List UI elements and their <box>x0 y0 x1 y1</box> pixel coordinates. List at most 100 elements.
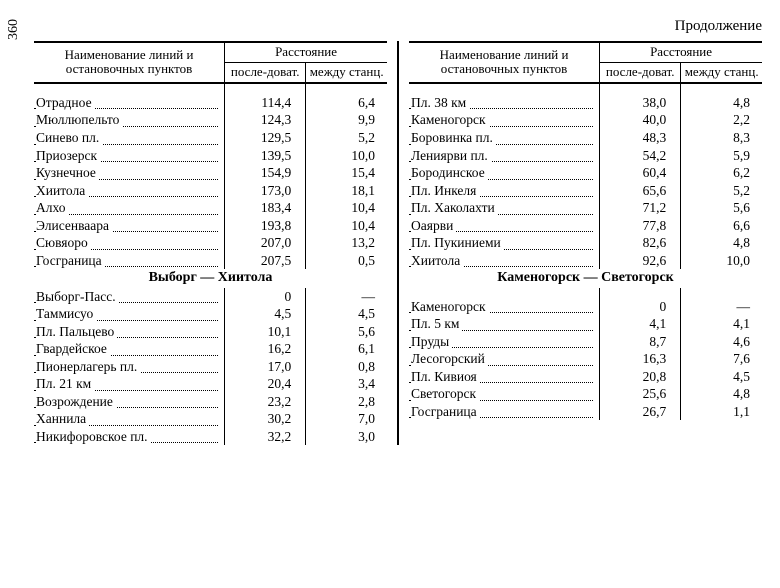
dist-cumulative: 40,0 <box>600 111 681 129</box>
table-right: Пл. 38 км38,04,8Каменогорск40,02,2Борови… <box>409 84 762 420</box>
table-row: Приозерск139,510,0 <box>34 147 387 165</box>
station-name: Каменогорск <box>409 298 600 316</box>
dist-cumulative: 139,5 <box>225 147 306 165</box>
table-row: Лениярви пл.54,25,9 <box>409 147 762 165</box>
dist-cumulative: 48,3 <box>600 129 681 147</box>
dist-cumulative: 30,2 <box>225 410 306 428</box>
station-name: Отрадное <box>34 94 225 112</box>
table-row: Никифоровское пл.32,23,0 <box>34 428 387 446</box>
dist-between: 0,5 <box>306 252 387 270</box>
dist-between: 10,4 <box>306 217 387 235</box>
dist-cumulative: 0 <box>600 298 681 316</box>
dist-cumulative: 60,4 <box>600 164 681 182</box>
table-row: Пл. Хаколахти71,25,6 <box>409 199 762 217</box>
table-row: Гвардейское16,26,1 <box>34 340 387 358</box>
continuation-label: Продолжение <box>34 18 762 35</box>
dist-between: 3,0 <box>306 428 387 446</box>
dist-cumulative: 0 <box>225 288 306 306</box>
table-row: Мюллюпельто124,39,9 <box>34 111 387 129</box>
station-name: Пл. 5 км <box>409 315 600 333</box>
table-row: Каменогорск0— <box>409 298 762 316</box>
station-name: Приозерск <box>34 147 225 165</box>
station-name: Лениярви пл. <box>409 147 600 165</box>
dist-cumulative: 207,0 <box>225 234 306 252</box>
station-name: Элисенваара <box>34 217 225 235</box>
dist-between: 2,2 <box>681 111 762 129</box>
dist-between: 4,1 <box>681 315 762 333</box>
table-row: Пл. Пальцево10,15,6 <box>34 323 387 341</box>
station-name: Светогорск <box>409 385 600 403</box>
hdr-btw: между станц. <box>681 62 762 82</box>
table-row: Сювяоро207,013,2 <box>34 234 387 252</box>
dist-cumulative: 4,5 <box>225 305 306 323</box>
dist-between: 5,2 <box>306 129 387 147</box>
hdr-cum: после-доват. <box>225 62 306 82</box>
dist-between: 7,6 <box>681 350 762 368</box>
hdr-cum: после-доват. <box>600 62 681 82</box>
station-name: Пл. Кивиоя <box>409 368 600 386</box>
dist-cumulative: 38,0 <box>600 94 681 112</box>
table-row: Пл. 38 км38,04,8 <box>409 94 762 112</box>
dist-between: 10,0 <box>681 252 762 270</box>
dist-between: 10,4 <box>306 199 387 217</box>
station-name: Хиитола <box>409 252 600 270</box>
dist-cumulative: 114,4 <box>225 94 306 112</box>
table-row: Пионерлагерь пл.17,00,8 <box>34 358 387 376</box>
table-row: Алхо183,410,4 <box>34 199 387 217</box>
table-left: Отрадное114,46,4Мюллюпельто124,39,9Синев… <box>34 84 387 446</box>
dist-between: 8,3 <box>681 129 762 147</box>
dist-cumulative: 20,8 <box>600 368 681 386</box>
table-row: Хиитола173,018,1 <box>34 182 387 200</box>
station-name: Ханнила <box>34 410 225 428</box>
dist-between: 4,5 <box>306 305 387 323</box>
dist-between: 4,8 <box>681 385 762 403</box>
station-name: Пл. 21 км <box>34 375 225 393</box>
section-heading: Выборг — Хиитола <box>34 269 387 287</box>
dist-cumulative: 16,3 <box>600 350 681 368</box>
dist-between: 1,1 <box>681 403 762 421</box>
dist-cumulative: 71,2 <box>600 199 681 217</box>
station-name: Оаярви <box>409 217 600 235</box>
dist-cumulative: 26,7 <box>600 403 681 421</box>
table-row: Пл. Инкеля65,65,2 <box>409 182 762 200</box>
dist-between: 6,6 <box>681 217 762 235</box>
station-name: Пл. Инкеля <box>409 182 600 200</box>
table-row: Пруды8,74,6 <box>409 333 762 351</box>
table-row: Возрождение23,22,8 <box>34 393 387 411</box>
hdr-name: Наименование линий и остановочных пункто… <box>34 42 225 83</box>
dist-between: 0,8 <box>306 358 387 376</box>
dist-between: 18,1 <box>306 182 387 200</box>
dist-cumulative: 10,1 <box>225 323 306 341</box>
station-name: Кузнечное <box>34 164 225 182</box>
hdr-btw: между станц. <box>306 62 387 82</box>
table-row: Пл. Пукиниеми82,64,8 <box>409 234 762 252</box>
dist-cumulative: 23,2 <box>225 393 306 411</box>
station-name: Таммисуо <box>34 305 225 323</box>
station-name: Лесогорский <box>409 350 600 368</box>
dist-between: 7,0 <box>306 410 387 428</box>
dist-between: 5,6 <box>681 199 762 217</box>
table-row: Госграница207,50,5 <box>34 252 387 270</box>
dist-cumulative: 173,0 <box>225 182 306 200</box>
dist-between: 5,6 <box>306 323 387 341</box>
dist-cumulative: 207,5 <box>225 252 306 270</box>
station-name: Синево пл. <box>34 129 225 147</box>
dist-between: 5,2 <box>681 182 762 200</box>
table-row: Отрадное114,46,4 <box>34 94 387 112</box>
table-row: Хиитола92,610,0 <box>409 252 762 270</box>
station-name: Каменогорск <box>409 111 600 129</box>
station-name: Сювяоро <box>34 234 225 252</box>
hdr-dist: Расстояние <box>600 42 762 62</box>
dist-cumulative: 129,5 <box>225 129 306 147</box>
station-name: Мюллюпельто <box>34 111 225 129</box>
dist-cumulative: 4,1 <box>600 315 681 333</box>
dist-between: 6,2 <box>681 164 762 182</box>
dist-between: 4,5 <box>681 368 762 386</box>
table-row: Элисенваара193,810,4 <box>34 217 387 235</box>
station-name: Никифоровское пл. <box>34 428 225 446</box>
dist-between: 6,4 <box>306 94 387 112</box>
dist-between: 4,8 <box>681 234 762 252</box>
table-row: Оаярви77,86,6 <box>409 217 762 235</box>
dist-cumulative: 16,2 <box>225 340 306 358</box>
dist-cumulative: 124,3 <box>225 111 306 129</box>
